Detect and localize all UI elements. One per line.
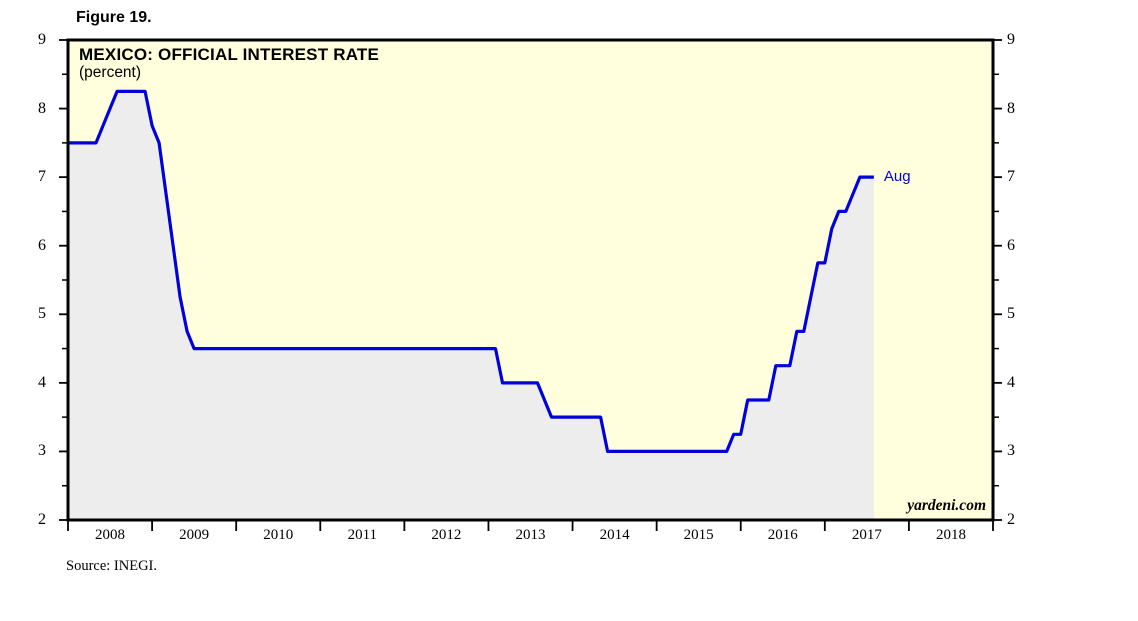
watermark: yardeni.com <box>907 497 986 514</box>
x-axis-year-label: 2011 <box>347 527 378 543</box>
y-axis-tick-label-left: 4 <box>38 373 46 391</box>
x-axis-year-label: 2009 <box>179 527 210 543</box>
x-axis-year-label: 2014 <box>599 527 630 543</box>
y-axis-tick-label-right: 8 <box>1007 99 1015 117</box>
area-fill <box>68 91 874 521</box>
y-axis-tick-label-left: 5 <box>38 305 46 323</box>
y-axis-tick-label-right: 9 <box>1007 31 1015 48</box>
y-axis-tick-label-left: 3 <box>38 442 46 460</box>
figure-label: Figure 19. <box>76 9 152 26</box>
x-axis-year-label: 2018 <box>935 527 966 543</box>
x-axis-year-label: 2008 <box>95 527 126 543</box>
x-axis-year-label: 2016 <box>767 527 798 543</box>
y-axis-tick-label-left: 8 <box>38 99 46 117</box>
y-axis-tick-label-right: 6 <box>1007 236 1015 254</box>
y-axis-tick-label-right: 4 <box>1007 373 1015 391</box>
x-axis-year-label: 2010 <box>263 527 294 543</box>
y-axis-tick-label-right: 7 <box>1007 168 1015 186</box>
plot-frame <box>66 38 995 522</box>
x-axis-year-label: 2017 <box>851 527 882 543</box>
y-axis-tick-label-right: 3 <box>1007 442 1015 460</box>
y-axis-tick-label-left: 9 <box>38 31 46 48</box>
y-axis-tick-label-left: 6 <box>38 236 46 254</box>
y-axis-tick-label-right: 2 <box>1007 511 1015 528</box>
x-axis-year-label: 2012 <box>431 527 462 543</box>
series-end-label: Aug <box>883 168 911 186</box>
chart-title: MEXICO: OFFICIAL INTEREST RATE <box>79 45 380 64</box>
x-axis-year-label: 2013 <box>515 527 546 543</box>
y-axis-tick-label-left: 7 <box>38 168 46 186</box>
y-axis-tick-label-right: 5 <box>1007 305 1015 323</box>
x-axis-year-label: 2015 <box>683 527 714 543</box>
rate-line <box>68 89 874 453</box>
y-axis-tick-label-left: 2 <box>38 511 46 528</box>
source-note: Source: INEGI. <box>66 558 158 574</box>
chart-subtitle: (percent) <box>79 64 142 81</box>
